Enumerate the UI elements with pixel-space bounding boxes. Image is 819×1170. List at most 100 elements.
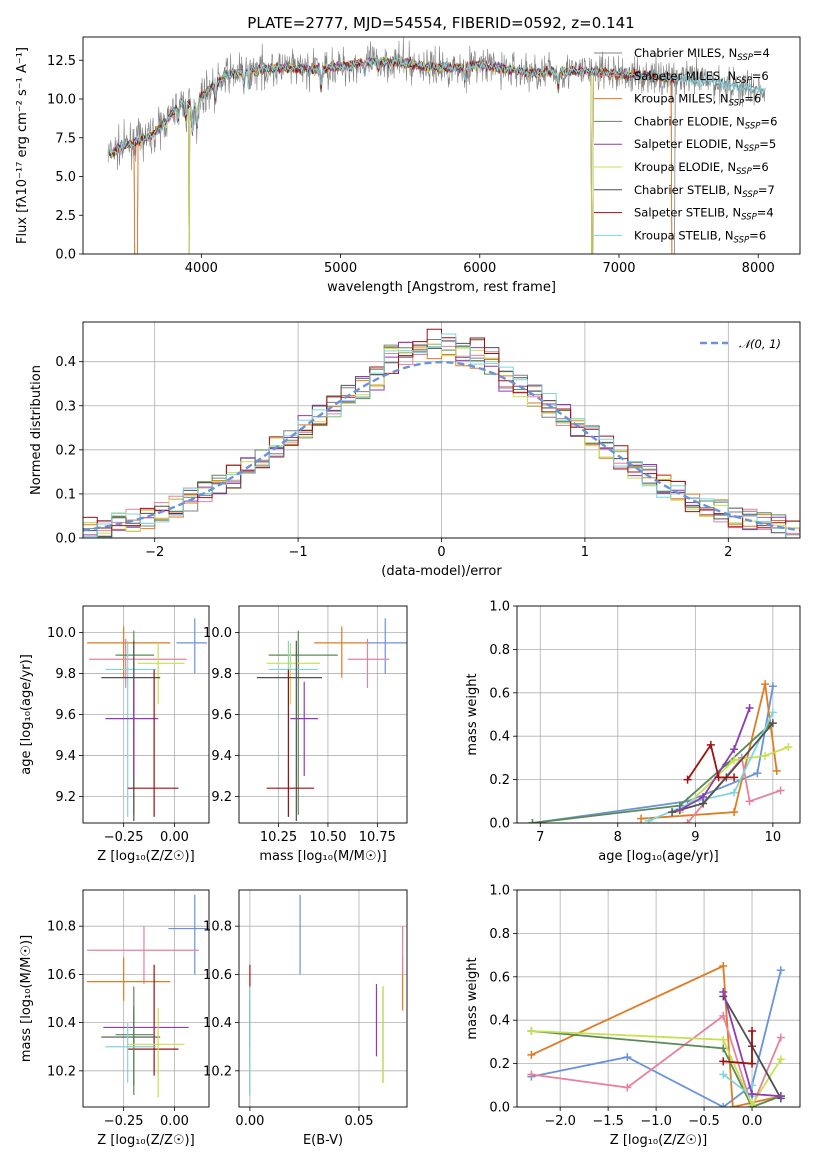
y-tick-label: 0.2 xyxy=(489,773,510,788)
spectrum-legend: Chabrier MILES, NSSP=4 Salpeter MILES, NS… xyxy=(594,46,777,245)
panel-age_vs_Z: −0.25 0.00 9.2 9.4 9.6 9.8 10.0 Z [log₁₀(Z/Z☉)]… xyxy=(19,605,210,864)
y-tick-label: 1.0 xyxy=(489,884,510,899)
weight-marker xyxy=(719,1035,728,1044)
plot-area xyxy=(87,618,207,821)
weight-marker xyxy=(683,775,692,784)
axes-frame xyxy=(516,605,801,824)
weight-marker xyxy=(683,819,692,823)
plot-area xyxy=(249,894,404,1095)
weight-marker xyxy=(706,740,715,749)
legend-label: Chabrier STELIB, NSSP=7 xyxy=(634,183,775,200)
weight-marker xyxy=(719,1070,728,1079)
weight-marker xyxy=(527,1070,536,1079)
plot-area xyxy=(527,961,785,1107)
model-spectrum-8 xyxy=(107,54,765,157)
x-tick-label: 10.25 xyxy=(260,830,297,845)
weight-series-8 xyxy=(686,742,735,781)
weight-marker xyxy=(748,1100,757,1107)
axes-frame xyxy=(82,889,210,1108)
y-tick-label: 9.2 xyxy=(55,790,76,805)
y-tick-label: 0.3 xyxy=(55,399,76,414)
weight-marker xyxy=(719,1103,728,1107)
y-tick-label: 10.0 xyxy=(47,626,76,641)
weight-marker xyxy=(730,788,739,797)
y-axis-label: mass [log₁₀(M/M☉)] xyxy=(19,935,34,1062)
weight-marker xyxy=(719,961,728,970)
y-tick-label: 0.0 xyxy=(55,532,76,547)
weight-marker xyxy=(730,745,739,754)
y-axis-label: Normed distribution xyxy=(29,365,44,495)
weight-marker xyxy=(776,1092,785,1101)
x-axis-label: mass [log₁₀(M/M☉)] xyxy=(259,849,386,864)
weight-marker xyxy=(753,769,762,778)
y-tick-label: 0.6 xyxy=(489,970,510,985)
y-tick-label: 0.1 xyxy=(55,487,76,502)
weight-marker xyxy=(637,814,646,823)
x-tick-label: 0.00 xyxy=(160,1114,189,1129)
weight-marker xyxy=(776,1033,785,1042)
weight-marker xyxy=(730,756,739,765)
y-tick-label: 9.8 xyxy=(211,667,232,682)
x-tick-label: −0.25 xyxy=(104,830,144,845)
weight-series-6 xyxy=(671,722,774,813)
x-tick-label: −2 xyxy=(145,545,164,560)
weight-marker xyxy=(699,792,708,801)
x-tick-label: 0.00 xyxy=(235,1114,264,1129)
x-tick-label: −0.5 xyxy=(688,1114,720,1129)
weight-marker xyxy=(719,987,728,996)
legend-label: Kroupa MILES, NSSP=6 xyxy=(634,92,761,109)
y-tick-label: 0.0 xyxy=(489,817,510,832)
weight-marker xyxy=(745,703,754,712)
y-tick-label: 0.0 xyxy=(489,1101,510,1116)
y-axis-label: mass weight xyxy=(465,673,480,755)
panel-weight_vs_age: 7 8 9 10 0.0 0.2 0.4 0.6 0.8 1.0 age [log₁₀(age/yr… xyxy=(465,600,801,864)
legend-label: Kroupa STELIB, NSSP=6 xyxy=(634,228,766,245)
y-axis-label: age [log₁₀(age/yr)] xyxy=(19,654,34,775)
panel-mass_vs_Z: −0.25 0.00 10.2 10.4 10.6 10.8 Z [log₁₀(Z/Z☉)]… xyxy=(19,889,210,1148)
weight-series-0 xyxy=(531,970,782,1107)
weight-marker xyxy=(768,719,777,728)
y-tick-label: 9.2 xyxy=(211,790,232,805)
y-tick-label: 10.4 xyxy=(47,1016,76,1031)
weight-marker xyxy=(728,1103,737,1107)
weight-series-4 xyxy=(679,746,789,813)
weight-marker xyxy=(623,1053,632,1062)
y-tick-label: 0.4 xyxy=(489,1014,510,1029)
weight-marker xyxy=(776,966,785,975)
plot-area xyxy=(87,894,209,1098)
y-axis-label: Flux [fλ10⁻¹⁷ erg cm⁻² s⁻¹ A⁻¹] xyxy=(15,47,30,244)
y-tick-label: 0.4 xyxy=(489,730,510,745)
x-tick-label: 0.00 xyxy=(160,830,189,845)
weight-marker xyxy=(730,808,739,817)
y-tick-label: 2.5 xyxy=(55,209,76,224)
plot-area xyxy=(528,680,793,823)
weight-marker xyxy=(644,816,653,823)
x-tick-label: 4000 xyxy=(185,261,218,276)
weight-marker xyxy=(528,819,537,823)
weight-marker xyxy=(768,708,777,717)
x-tick-label: 0.0 xyxy=(742,1114,763,1129)
figure-title: PLATE=2777, MJD=54554, FIBERID=0592, z=0… xyxy=(247,14,634,32)
x-tick-label: 6000 xyxy=(463,261,496,276)
y-tick-label: 9.4 xyxy=(55,749,76,764)
plot-area xyxy=(256,618,407,821)
x-tick-label: 8000 xyxy=(742,261,775,276)
panel-mass_vs_ebv: 0.00 0.05 10.2 10.4 10.6 10.8 E(B-V) xyxy=(203,889,408,1148)
x-tick-label: −1.5 xyxy=(592,1114,624,1129)
weight-marker xyxy=(719,1011,728,1020)
y-tick-label: 10.0 xyxy=(47,93,76,108)
panel-weight_vs_Z: −2.0 −1.5 −1.0 −0.5 0.0 0.0 0.2 0.4 0.6 0.8 1.0 Z [… xyxy=(465,884,801,1148)
weight-marker xyxy=(784,743,793,752)
x-axis-label: Z [log₁₀(Z/Z☉)] xyxy=(610,1133,707,1148)
x-tick-label: 0.05 xyxy=(345,1114,374,1129)
weight-marker xyxy=(668,808,677,817)
weight-series-1 xyxy=(531,964,781,1107)
y-tick-label: 10.4 xyxy=(203,1016,232,1031)
weight-marker xyxy=(761,680,770,689)
x-tick-label: 2 xyxy=(724,545,732,560)
legend-label: Salpeter MILES, NSSP=6 xyxy=(634,69,769,86)
y-tick-label: 10.6 xyxy=(47,968,76,983)
x-tick-label: −0.25 xyxy=(104,1114,144,1129)
plot-area xyxy=(83,328,800,538)
weight-marker xyxy=(719,1057,728,1066)
